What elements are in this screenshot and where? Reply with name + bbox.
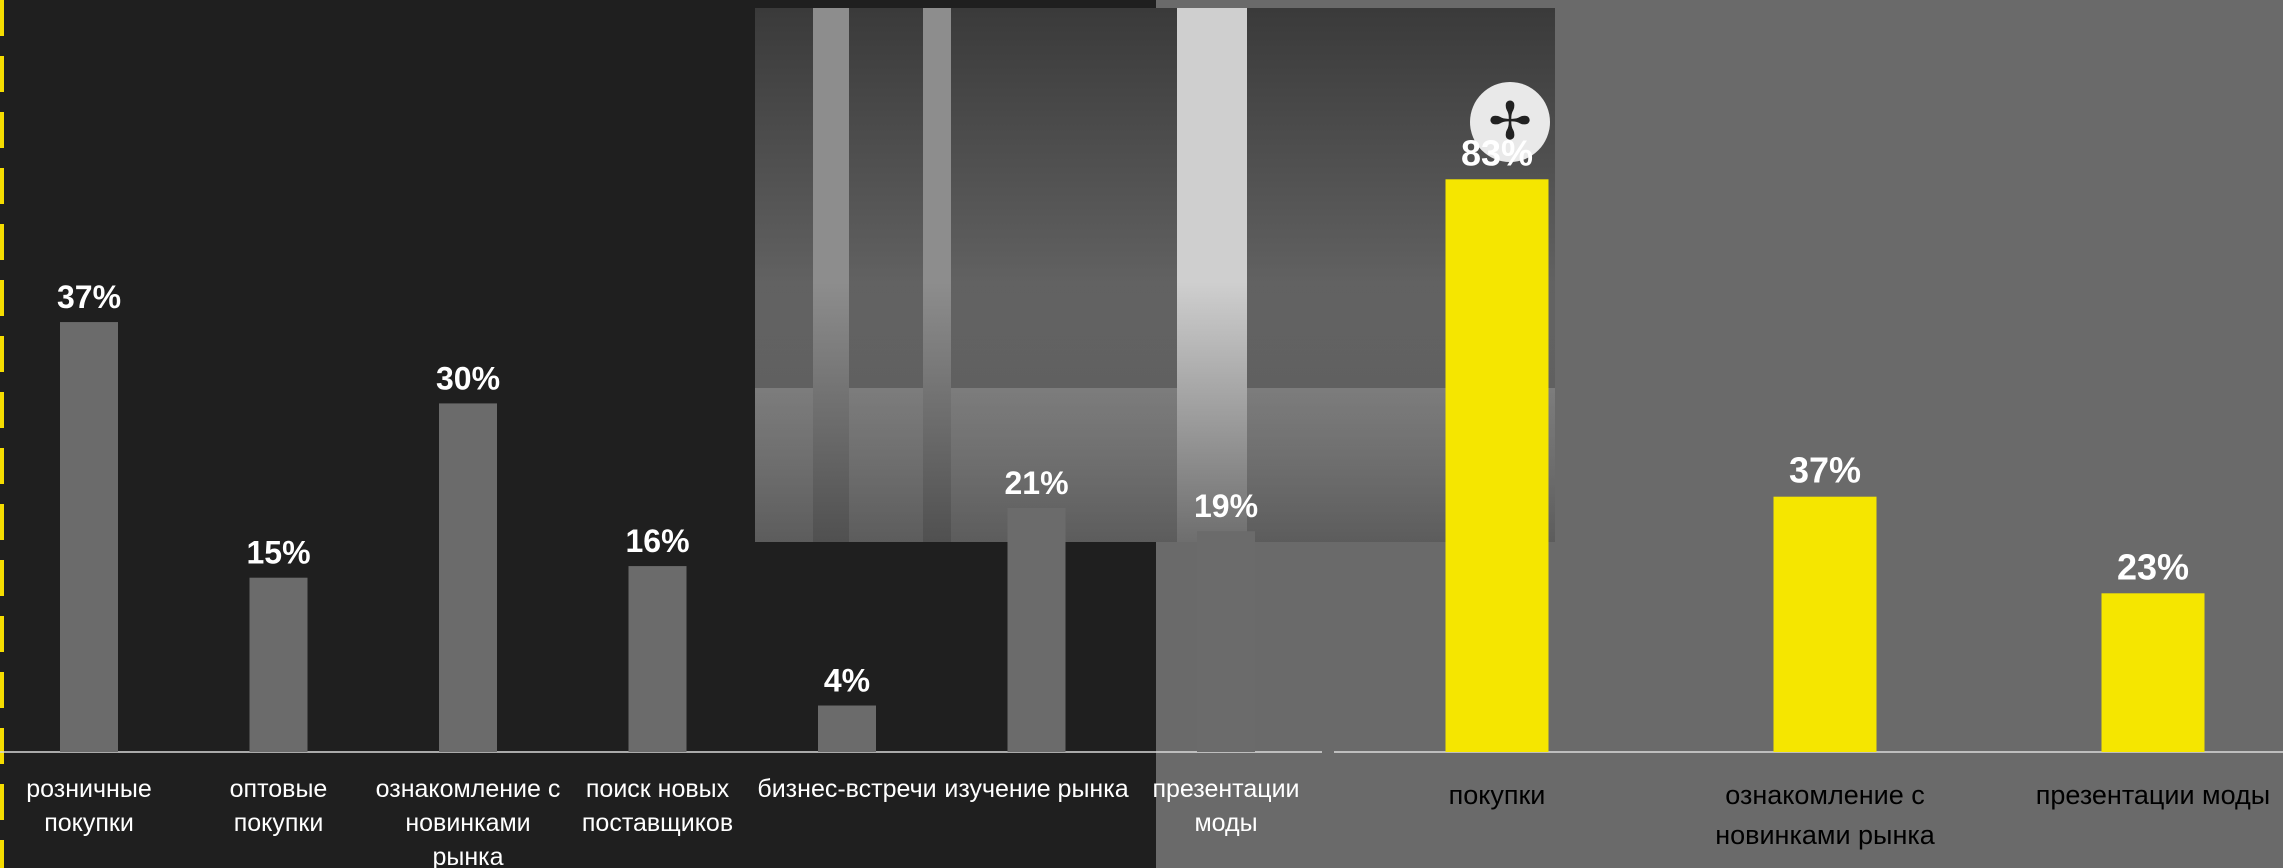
category-label: новинками рынка [1715,820,1936,850]
bar [1197,531,1255,752]
yellow-dashed-line [0,0,4,868]
chart-left: 37% розничные покупки 15% оптовые покупки 30% о… [0,279,1322,868]
bar [628,566,687,752]
category-label: ознакомление с [1725,780,1925,810]
value-label: 4% [824,663,870,699]
value-label: 23% [2117,546,2189,587]
value-label: 37% [1789,450,1861,491]
category-label: покупки [1449,780,1546,810]
value-label: 37% [57,279,121,315]
value-label: 16% [625,523,689,559]
bar [1773,496,1877,752]
category-label: изучение рынка [944,775,1128,803]
value-label: 15% [246,535,310,571]
category-label: презентации моды [2036,780,2270,810]
category-label: бизнес-встречи [757,775,936,803]
chart-right: 83% покупки 37% ознакомление с новинками рын… [1334,132,2283,850]
category-label: презентации [1152,775,1299,803]
category-label: розничные [26,775,151,803]
photo-crowd [755,282,1555,542]
category-label: поиск новых [586,775,730,803]
bar [439,403,497,752]
bar [1445,179,1549,753]
bar [1007,507,1066,752]
category-label: поставщиков [582,809,733,837]
value-label: 30% [436,360,500,396]
category-label: ознакомление с [376,775,561,803]
value-label: 21% [1004,465,1068,501]
bar [818,705,876,752]
bar [249,577,308,752]
category-label: рынка [432,843,503,868]
value-label: 19% [1194,488,1258,524]
category-label: оптовые [230,775,328,803]
bar [60,322,118,752]
category-label: покупки [44,809,134,837]
category-label: покупки [234,809,324,837]
brand-logo-icon: ✢ [1470,82,1550,162]
category-label: новинками [405,809,530,837]
category-label: моды [1194,809,1257,837]
value-label: 83% [1461,132,1533,173]
event-photo: ✢ [755,8,1555,542]
bar [2101,593,2205,752]
